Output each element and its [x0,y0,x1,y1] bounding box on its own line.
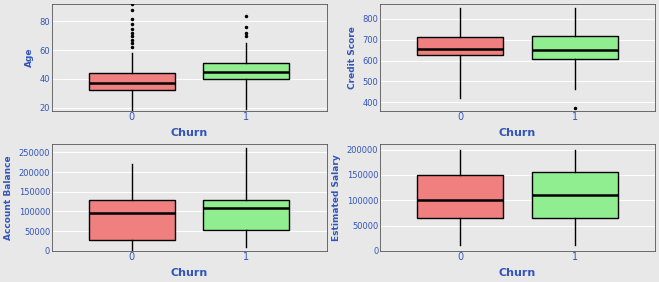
PathPatch shape [532,36,617,59]
PathPatch shape [204,200,289,230]
PathPatch shape [204,63,289,79]
Y-axis label: Estimated Salary: Estimated Salary [332,154,341,241]
PathPatch shape [417,37,503,55]
Y-axis label: Credit Score: Credit Score [348,26,357,89]
PathPatch shape [417,175,503,218]
X-axis label: Churn: Churn [499,268,536,278]
Y-axis label: Age: Age [25,48,34,67]
X-axis label: Churn: Churn [171,127,208,138]
PathPatch shape [532,172,617,218]
X-axis label: Churn: Churn [171,268,208,278]
PathPatch shape [89,200,175,240]
PathPatch shape [89,73,175,91]
X-axis label: Churn: Churn [499,127,536,138]
Y-axis label: Account Balance: Account Balance [4,155,13,240]
